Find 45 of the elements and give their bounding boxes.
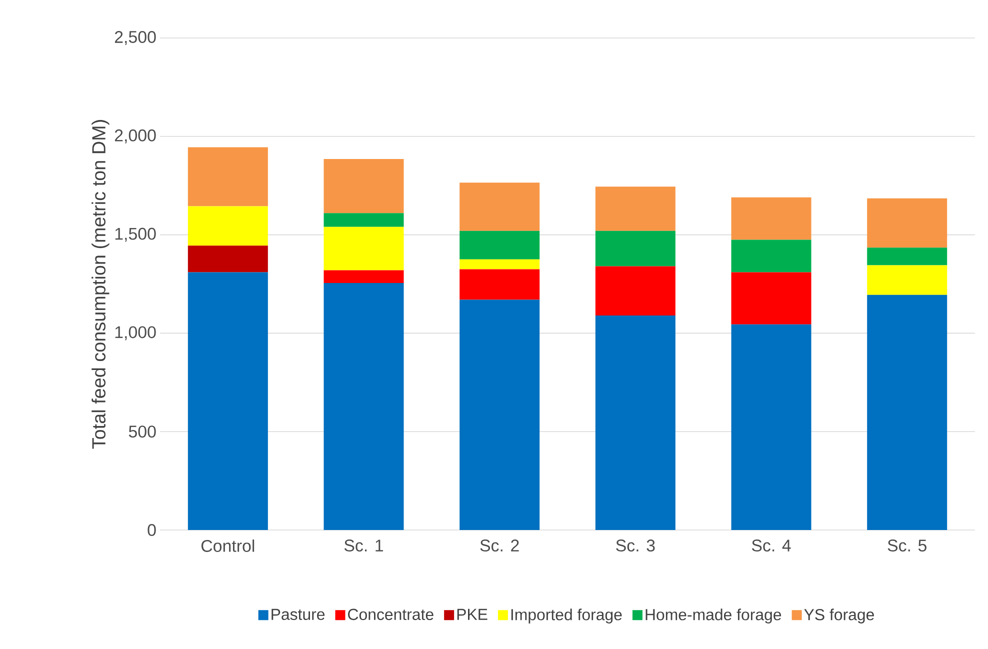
bar <box>460 269 540 300</box>
bar <box>188 147 268 206</box>
y-axis-title: Total feed consumption (metric ton DM) <box>92 120 110 449</box>
bar <box>324 270 404 284</box>
bar <box>324 159 404 214</box>
y-tick-label: 2,000 <box>114 129 156 144</box>
bar <box>460 300 540 530</box>
bar <box>595 230 676 266</box>
legend-label: Concentrate <box>348 608 434 620</box>
bar <box>460 182 540 231</box>
x-tick-label: Sc. 3 <box>616 540 655 552</box>
bar <box>324 226 404 270</box>
bar <box>731 197 812 240</box>
bar <box>867 248 948 266</box>
x-tick-label: Sc. 1 <box>344 540 384 552</box>
bar <box>595 186 676 231</box>
bar <box>595 266 676 316</box>
bar <box>731 272 812 324</box>
legend-label: YS forage <box>804 608 874 624</box>
x-tick-label: Sc. 4 <box>752 540 791 552</box>
legend-label: Imported forage <box>511 608 622 624</box>
x-tick-label: Sc. 2 <box>480 540 519 552</box>
bar <box>731 324 812 530</box>
bar <box>188 206 268 246</box>
bar <box>188 246 268 272</box>
y-tick-label: 1,000 <box>115 326 156 340</box>
y-tick-label: 1,500 <box>115 228 156 242</box>
bar <box>460 259 540 270</box>
bar <box>867 198 948 248</box>
bar <box>867 294 948 530</box>
bar <box>324 213 404 227</box>
x-tick-label: Sc. 5 <box>888 540 926 552</box>
legend-label: Home-made forage <box>646 608 782 624</box>
legend-label: PKE <box>457 608 488 620</box>
x-tick-label: Control <box>201 540 254 552</box>
y-tick-label: 2,500 <box>114 30 156 45</box>
y-tick-label: 500 <box>128 426 156 438</box>
legend-label: Pasture <box>272 608 325 620</box>
bar <box>731 240 812 272</box>
bar <box>867 265 948 295</box>
bar <box>460 230 540 260</box>
bar <box>324 283 404 530</box>
y-tick-label: 0 <box>148 524 156 536</box>
bar <box>188 272 268 530</box>
bar <box>595 315 676 530</box>
